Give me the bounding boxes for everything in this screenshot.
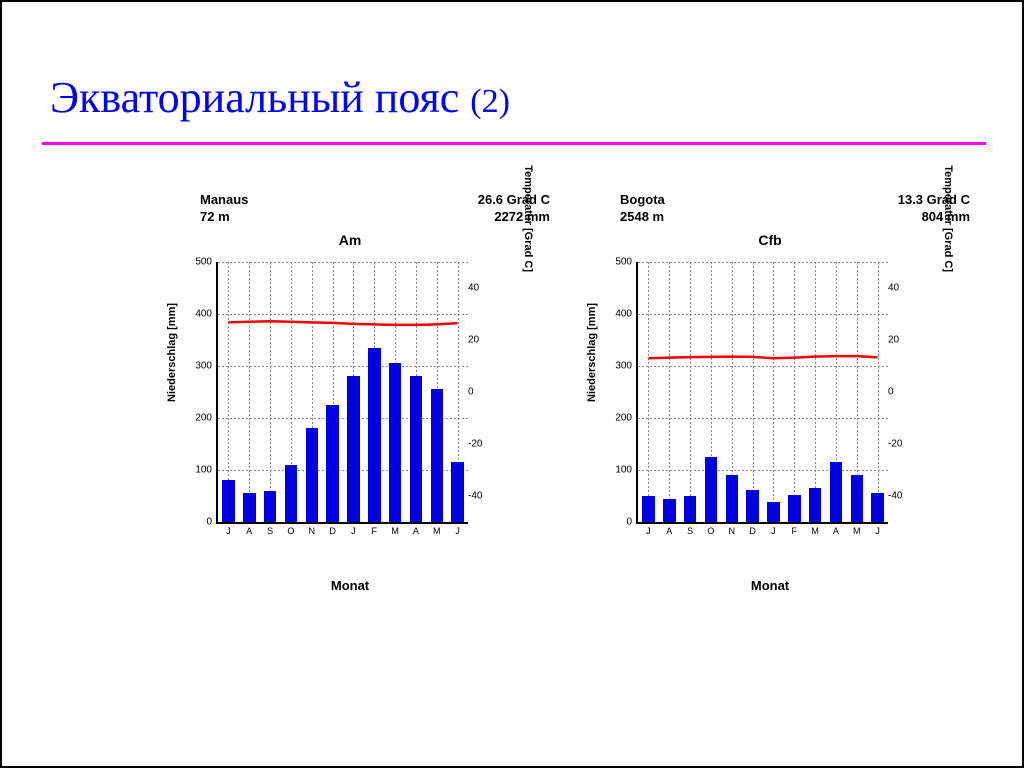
month-label: A (666, 526, 672, 536)
month-label: S (687, 526, 693, 536)
month-label: M (853, 526, 861, 536)
month-label: A (413, 526, 419, 536)
xlabel: Monat (560, 578, 980, 593)
month-label: D (749, 526, 756, 536)
ytick: 100 (180, 465, 212, 476)
ytick: 100 (600, 465, 632, 476)
y2tick: 20 (468, 335, 492, 346)
month-label: S (267, 526, 273, 536)
month-label: J (771, 526, 776, 536)
station-name: Manaus (140, 192, 248, 207)
annual-temp: 13.3 Grad C (898, 192, 980, 207)
ylabel: Niederschlag [mm] (166, 303, 178, 402)
y2tick: 0 (468, 387, 492, 398)
koppen-class: Cfb (560, 232, 980, 248)
y2tick: 40 (468, 283, 492, 294)
xlabel: Monat (140, 578, 560, 593)
ylabel: Niederschlag [mm] (586, 303, 598, 402)
month-label: J (455, 526, 460, 536)
slide: Экваториальный пояс (2) Manaus 26.6 Grad… (0, 0, 1024, 768)
ytick: 200 (180, 413, 212, 424)
y2tick: -40 (888, 491, 912, 502)
ytick: 200 (600, 413, 632, 424)
month-label: O (287, 526, 294, 536)
month-label: F (372, 526, 378, 536)
chart-bogota: Bogota 13.3 Grad C 2548 m 804 mm CfbJASO… (560, 192, 980, 593)
month-label: M (811, 526, 819, 536)
station-elev: 2548 m (560, 209, 664, 224)
title-sub: (2) (470, 83, 510, 120)
temp-line (218, 262, 468, 522)
plot-area: JASONDJFMAMJ (216, 262, 468, 524)
ytick: 300 (600, 361, 632, 372)
ytick: 400 (600, 309, 632, 320)
month-label: J (875, 526, 880, 536)
y2tick: -40 (468, 491, 492, 502)
month-label: J (226, 526, 231, 536)
y2tick: 20 (888, 335, 912, 346)
chart-manaus: Manaus 26.6 Grad C 72 m 2272 mm AmJASOND… (140, 192, 560, 593)
koppen-class: Am (140, 232, 560, 248)
title-underline (42, 142, 986, 145)
y2tick: -20 (468, 439, 492, 450)
y2tick: 40 (888, 283, 912, 294)
month-label: D (329, 526, 336, 536)
month-label: A (246, 526, 252, 536)
month-label: O (707, 526, 714, 536)
slide-title: Экваториальный пояс (2) (50, 72, 510, 123)
station-elev: 72 m (140, 209, 230, 224)
y2label: Temperatur [Grad C] (942, 165, 954, 272)
station-name: Bogota (560, 192, 665, 207)
month-label: F (792, 526, 798, 536)
plot-area: JASONDJFMAMJ (636, 262, 888, 524)
month-label: N (309, 526, 316, 536)
annual-temp: 26.6 Grad C (478, 192, 560, 207)
temp-line (638, 262, 888, 522)
ytick: 400 (180, 309, 212, 320)
ytick: 500 (180, 257, 212, 268)
ytick: 500 (600, 257, 632, 268)
y2label: Temperatur [Grad C] (522, 165, 534, 272)
y2tick: -20 (888, 439, 912, 450)
month-label: A (833, 526, 839, 536)
ytick: 0 (600, 517, 632, 528)
ytick: 300 (180, 361, 212, 372)
month-label: J (351, 526, 356, 536)
ytick: 0 (180, 517, 212, 528)
month-label: N (729, 526, 736, 536)
month-label: M (391, 526, 399, 536)
y2tick: 0 (888, 387, 912, 398)
title-main: Экваториальный пояс (50, 73, 470, 122)
month-label: J (646, 526, 651, 536)
month-label: M (433, 526, 441, 536)
